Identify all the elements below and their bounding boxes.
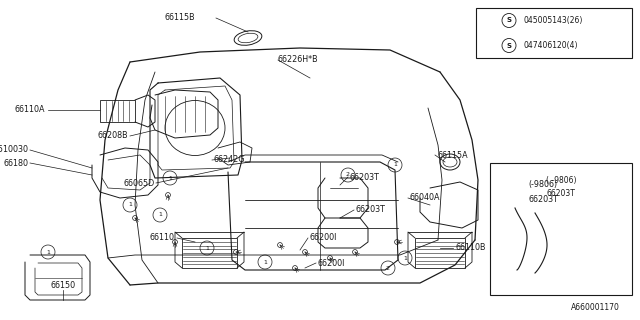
Text: S: S: [506, 18, 511, 23]
Text: ( -9806): ( -9806): [546, 177, 576, 186]
Text: 66110: 66110: [150, 234, 175, 243]
Text: 66110B: 66110B: [455, 244, 486, 252]
Text: 045005143(26): 045005143(26): [524, 16, 584, 25]
Text: 1: 1: [205, 245, 209, 251]
Bar: [415, 238, 465, 268]
Text: 1: 1: [393, 163, 397, 167]
Text: 66040A: 66040A: [410, 194, 440, 203]
Text: S: S: [506, 43, 511, 49]
Text: 66203T: 66203T: [528, 196, 558, 204]
Text: 66208B: 66208B: [97, 132, 128, 140]
Text: 1: 1: [263, 260, 267, 265]
Bar: [476, 8, 632, 58]
Text: 1: 1: [168, 175, 172, 180]
Text: 66242G: 66242G: [213, 156, 244, 164]
Text: 1: 1: [128, 203, 132, 207]
Text: 2: 2: [346, 172, 350, 178]
Bar: [490, 163, 632, 295]
Bar: [182, 238, 237, 268]
Text: 66180: 66180: [3, 158, 28, 167]
Text: 66115A: 66115A: [437, 150, 468, 159]
Text: 66200I: 66200I: [318, 259, 346, 268]
Text: 66115B: 66115B: [164, 13, 195, 22]
Text: 66203T: 66203T: [547, 188, 575, 197]
Text: 047406120(4): 047406120(4): [524, 41, 579, 50]
Text: A660001170: A660001170: [571, 303, 620, 312]
Text: 66200I: 66200I: [310, 234, 337, 243]
Text: 66110A: 66110A: [15, 106, 45, 115]
Text: 66226H*B: 66226H*B: [278, 55, 319, 65]
Text: 2: 2: [485, 43, 489, 49]
Text: N510030: N510030: [0, 146, 28, 155]
Text: 1: 1: [484, 18, 489, 23]
Text: 66150: 66150: [51, 281, 76, 290]
Text: 66203T: 66203T: [355, 205, 385, 214]
Text: (-9806): (-9806): [529, 180, 557, 189]
Text: 66065D: 66065D: [124, 179, 155, 188]
Text: 2: 2: [386, 266, 390, 270]
Bar: [100, 100, 135, 122]
Text: 1: 1: [158, 212, 162, 218]
Text: 1: 1: [46, 250, 50, 254]
Text: 66203T: 66203T: [350, 172, 380, 181]
Text: 1: 1: [403, 255, 407, 260]
